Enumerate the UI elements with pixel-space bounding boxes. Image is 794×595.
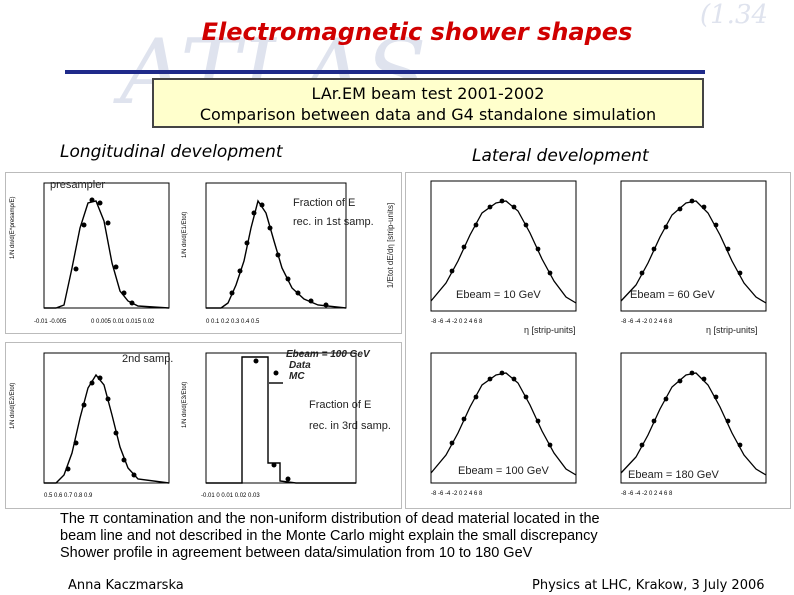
svg-text:-0.01 0 0.01 0.02 0.0: -0.01 0 0.01 0.02 0.03	[201, 493, 260, 499]
svg-text:-8 -6 -4 -2 0 2 4 6: -8 -6 -4 -2 0 2 4 6 8	[431, 491, 483, 497]
svg-text:0 0.005 0.01 0.015 0.02: 0 0.005 0.01 0.015 0.02	[91, 319, 155, 325]
third-sampling-label-2: rec. in 3rd samp.	[309, 420, 391, 432]
svg-text:0 0.1 0.2 0.3 0.4 0.: 0 0.1 0.2 0.3 0.4 0.5	[206, 319, 260, 325]
lateral-heading: Lateral development	[472, 146, 649, 166]
lateral-data-points	[449, 198, 743, 448]
svg-text:1/N dn/d(E^presamp/E): 1/N dn/d(E^presamp/E)	[10, 196, 16, 259]
subtitle-line-1: LAr.EM beam test 2001-2002	[311, 84, 545, 103]
svg-text:-8 -6 -4 -2 0 2 4 6: -8 -6 -4 -2 0 2 4 6 8	[621, 491, 673, 497]
legend-mc-label: MC	[289, 371, 305, 382]
third-sampling-points	[253, 358, 291, 482]
svg-text:-8 -6 -4 -2 0 2 4 6: -8 -6 -4 -2 0 2 4 6 8	[621, 319, 673, 325]
third-sampling-label-1: Fraction of E	[309, 399, 372, 411]
lateral-plots: -8 -6 -4 -2 0 2 4 6 8 -8 -6 -4 -2 0 2 4 …	[430, 180, 767, 497]
lateral-60gev-histogram	[620, 200, 767, 304]
subtitle-line-2: Comparison between data and G4 standalon…	[199, 105, 657, 124]
longitudinal-bottom-panel: 0.5 0.6 0.7 0.8 0.9 1/N dn/d(E2/Etot) -0…	[5, 342, 402, 509]
first-sampling-label-2: rec. in 1st samp.	[293, 216, 374, 228]
first-sampling-points	[229, 202, 329, 308]
legend-data-label: Data	[289, 360, 311, 371]
lateral-panel: -8 -6 -4 -2 0 2 4 6 8 -8 -6 -4 -2 0 2 4 …	[386, 172, 791, 509]
lateral-180gev-histogram	[620, 372, 767, 476]
third-sampling-histogram	[206, 356, 356, 484]
lateral-ylabel: 1/Etot dE/dη [strip-units]	[386, 202, 396, 289]
title-underline	[65, 70, 705, 74]
lateral-60gev-label: Ebeam = 60 GeV	[630, 289, 715, 301]
legend-energy: Ebeam = 100 GeV	[286, 349, 370, 360]
author: Anna Kaczmarska	[68, 578, 184, 593]
second-sampling-label: 2nd samp.	[122, 353, 174, 365]
svg-text:1/N dn/d(E3/Etot): 1/N dn/d(E3/Etot)	[182, 382, 188, 428]
lateral-10gev-label: Ebeam = 10 GeV	[456, 289, 541, 301]
venue-date: Physics at LHC, Krakow, 3 July 2006	[532, 578, 765, 593]
longitudinal-heading: Longitudinal development	[60, 142, 283, 162]
legend-data-marker	[273, 370, 279, 376]
longitudinal-top-plots: -0.01 -0.005 0 0.005 0.01 0.015 0.02 1/N…	[10, 182, 347, 325]
presampler-points	[73, 197, 135, 306]
presampler-label: presampler	[50, 179, 106, 191]
watermark-formula: (1.34	[700, 0, 769, 30]
svg-text:-8 -6 -4 -2 0 2 4 6: -8 -6 -4 -2 0 2 4 6 8	[431, 319, 483, 325]
summary-text: The π contamination and the non-uniform …	[60, 511, 760, 562]
lateral-10gev-histogram	[430, 200, 577, 304]
lateral-100gev-label: Ebeam = 100 GeV	[458, 465, 549, 477]
second-sampling-points	[65, 375, 137, 478]
lateral-180gev-label: Ebeam = 180 GeV	[628, 469, 719, 481]
lateral-100gev-histogram	[430, 372, 577, 476]
second-sampling-histogram	[44, 373, 170, 484]
subtitle-box: LAr.EM beam test 2001-2002 Comparison be…	[152, 78, 704, 128]
longitudinal-bottom-plots: 0.5 0.6 0.7 0.8 0.9 1/N dn/d(E2/Etot) -0…	[10, 352, 357, 499]
slide-title: Electromagnetic shower shapes	[201, 18, 633, 46]
svg-text:-0.01 -0.005: -0.01 -0.005	[34, 319, 67, 325]
summary-line-1: The π contamination and the non-uniform …	[60, 511, 600, 527]
svg-text:0.5 0.6 0.7 0.8 0.9: 0.5 0.6 0.7 0.8 0.9	[44, 493, 93, 499]
summary-line-2: beam line and not described in the Monte…	[60, 528, 598, 544]
presampler-histogram	[44, 200, 170, 309]
summary-line-3: Shower profile in agreement between data…	[60, 545, 533, 561]
svg-text:1/N dn/d(E1/Etot): 1/N dn/d(E1/Etot)	[182, 212, 188, 258]
longitudinal-top-panel: -0.01 -0.005 0 0.005 0.01 0.015 0.02 1/N…	[5, 172, 402, 334]
lateral-xlabel-1: η [strip-units]	[524, 325, 576, 335]
svg-text:1/N dn/d(E2/Etot): 1/N dn/d(E2/Etot)	[10, 383, 16, 429]
lateral-xlabel-2: η [strip-units]	[706, 325, 758, 335]
first-sampling-label-1: Fraction of E	[293, 197, 356, 209]
